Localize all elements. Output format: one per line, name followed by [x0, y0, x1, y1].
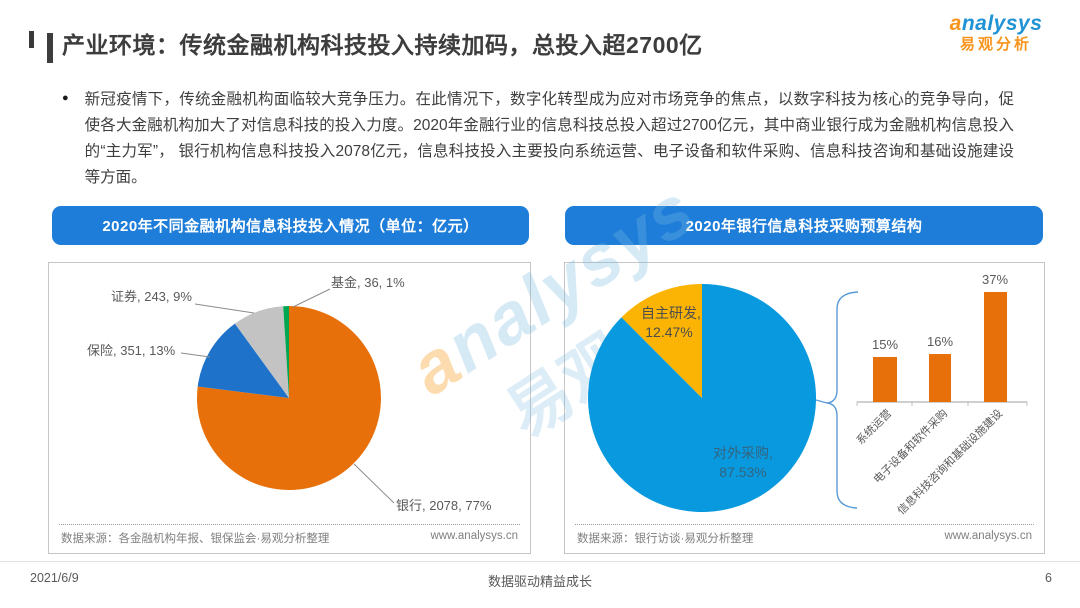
left-chart-title: 2020年不同金融机构信息科技投入情况（单位：亿元） [52, 206, 529, 245]
source-divider [575, 524, 1034, 525]
logo-brand-cn: 易观分析 [959, 36, 1032, 54]
bar-category-3: 信息科技咨询和基础设施建设 [894, 406, 1005, 517]
footer-page-number: 6 [1045, 571, 1052, 585]
bar-system-operation [873, 357, 897, 402]
pie-slice-securities [234, 306, 289, 398]
left-chart-panel: 基金, 36, 1% 证券, 243, 9% 保险, 351, 13% 银行, … [48, 262, 531, 554]
left-source-url: www.analysys.cn [430, 530, 518, 542]
pie-label-inhouse-line2: 12.47% [645, 324, 692, 340]
bar-value-2: 16% [927, 334, 953, 349]
right-source-url: www.analysys.cn [944, 530, 1032, 542]
bar-consulting-infrastructure [984, 292, 1007, 402]
pie-label-external-line1: 对外采购, [713, 445, 773, 461]
footer-slogan: 数据驱动精益成长 [487, 574, 592, 589]
right-source-text: 数据来源：银行访谈·易观分析整理 [577, 533, 754, 545]
pie-slice-external-procurement [588, 284, 817, 512]
procurement-charts: 自主研发, 12.47% 对外采购, 87.53% 15% 16% 37% 系统… [588, 272, 1028, 517]
right-chart-title: 2020年银行信息科技采购预算结构 [565, 206, 1043, 245]
leader-line-fund [292, 288, 331, 308]
pie-slice-bank [196, 306, 381, 490]
footer-divider [0, 561, 1080, 562]
bar-equipment-software [929, 354, 951, 402]
page-title: 产业环境：传统金融机构科技投入持续加码，总投入超2700亿 [62, 32, 703, 58]
source-divider [59, 524, 520, 525]
pie-label-inhouse-line1: 自主研发, [641, 305, 701, 321]
intro-text: 新冠疫情下，传统金融机构面临较大竞争压力。在此情况下，数字化转型成为应对市场竞争… [84, 91, 1014, 186]
pie-label-external-line2: 87.53% [719, 464, 766, 480]
bullet-icon: ● [62, 92, 69, 104]
pie-label-securities: 证券, 243, 9% [111, 289, 192, 304]
bar-category-1: 系统运营 [853, 406, 894, 447]
left-source-text: 数据来源：各金融机构年报、银保监会·易观分析整理 [61, 533, 330, 545]
title-accent-mark [29, 31, 34, 48]
left-source-row: 数据来源：各金融机构年报、银保监会·易观分析整理 www.analysys.cn [61, 530, 518, 546]
pie-slice-insurance [197, 323, 289, 398]
right-chart-panel: 自主研发, 12.47% 对外采购, 87.53% 15% 16% 37% 系统… [564, 262, 1045, 554]
brace-connector [815, 399, 828, 404]
pie-label-fund: 基金, 36, 1% [331, 275, 405, 290]
pie-label-insurance: 保险, 351, 13% [87, 343, 176, 358]
pie-slice-inhouse-rd [621, 284, 702, 398]
logo-brand-text: analysys [949, 12, 1043, 35]
footer-date: 2021/6/9 [30, 571, 79, 585]
pie-slice-fund [283, 306, 289, 398]
leader-line-insurance [180, 352, 211, 358]
bar-value-1: 15% [872, 337, 898, 352]
leader-line-bank [353, 463, 395, 504]
brace [826, 291, 859, 509]
leader-line-securities [194, 303, 255, 314]
right-source-row: 数据来源：银行访谈·易观分析整理 www.analysys.cn [577, 530, 1032, 546]
institution-pie-chart: 基金, 36, 1% 证券, 243, 9% 保险, 351, 13% 银行, … [87, 275, 492, 513]
intro-block: ● 新冠疫情下，传统金融机构面临较大竞争压力。在此情况下，数字化转型成为应对市场… [62, 87, 1014, 191]
brand-logo: analysys 易观分析 [936, 12, 1056, 54]
pie-label-bank: 银行, 2078, 77% [396, 498, 492, 513]
title-accent-bar [47, 33, 53, 63]
bar-value-3: 37% [982, 272, 1008, 287]
